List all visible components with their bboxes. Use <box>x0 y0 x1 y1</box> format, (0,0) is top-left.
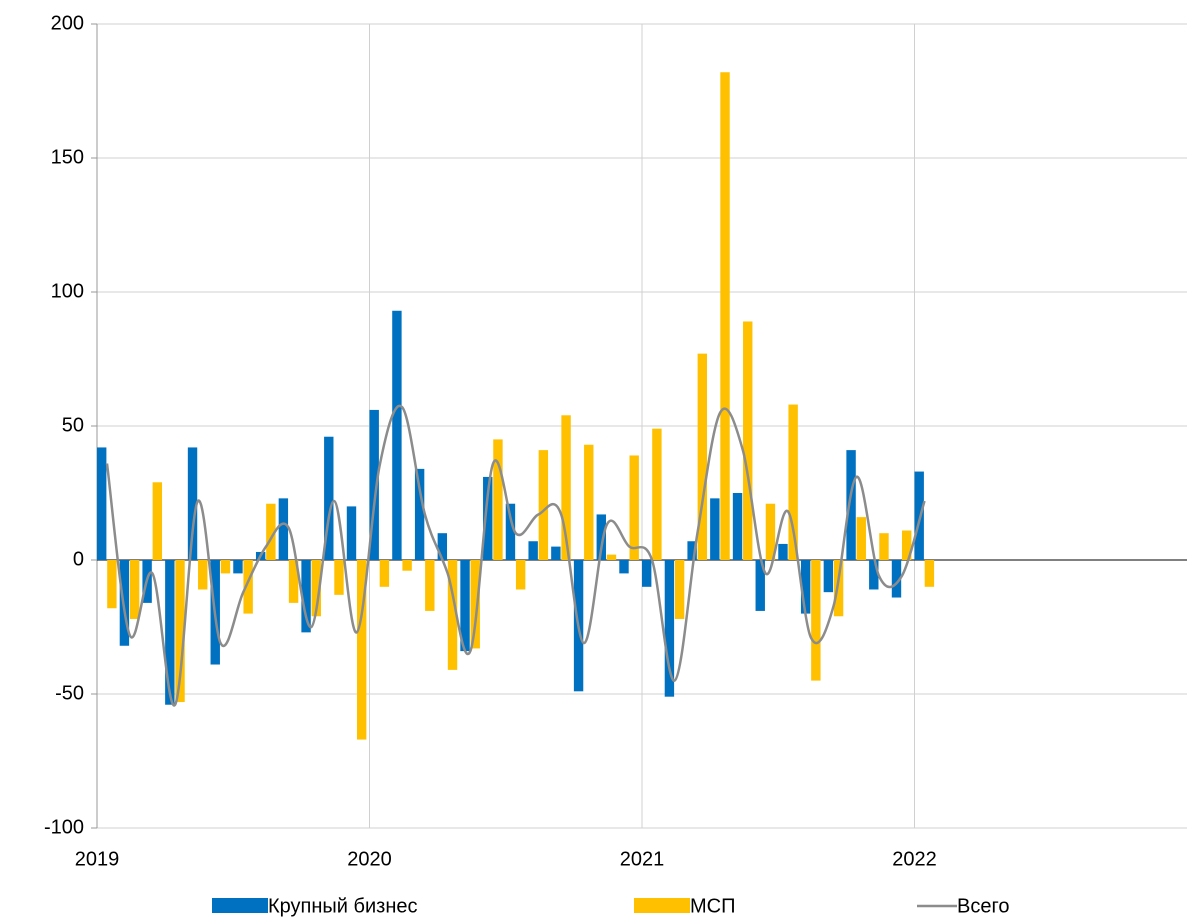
bar <box>165 560 175 705</box>
bar <box>596 514 606 560</box>
bar <box>846 450 856 560</box>
bar <box>233 560 243 574</box>
bar <box>538 450 549 560</box>
bar <box>584 444 594 560</box>
bar <box>152 482 163 560</box>
y-tick-label: 0 <box>73 548 84 570</box>
bar <box>402 560 412 571</box>
y-tick-label: 100 <box>51 280 84 302</box>
bar <box>743 321 753 560</box>
bar <box>97 447 107 560</box>
bar <box>278 498 289 560</box>
bar <box>551 546 561 560</box>
bar <box>720 72 730 561</box>
bar <box>356 560 367 740</box>
legend-swatch <box>212 898 268 913</box>
bar <box>425 560 435 611</box>
bar <box>493 439 503 560</box>
y-tick-label: -100 <box>44 816 84 838</box>
bar <box>823 560 834 593</box>
bar <box>515 560 526 590</box>
bar <box>220 560 231 574</box>
bar <box>652 428 662 560</box>
bar <box>629 455 639 560</box>
bar <box>755 560 765 611</box>
bar <box>687 541 697 560</box>
bar <box>266 503 276 560</box>
bar <box>437 533 448 560</box>
bar <box>606 554 617 560</box>
bar <box>288 560 299 603</box>
bar <box>379 560 390 587</box>
bar <box>674 560 685 619</box>
bar <box>619 560 629 574</box>
bar <box>811 560 821 681</box>
bar <box>914 471 924 560</box>
y-tick-label: 150 <box>51 146 84 168</box>
bar <box>447 560 458 670</box>
bar <box>505 503 516 560</box>
bar <box>198 560 208 590</box>
y-tick-label: -50 <box>55 682 84 704</box>
bar <box>642 560 652 587</box>
bar <box>334 560 344 595</box>
legend-swatch <box>634 898 690 913</box>
bar <box>301 560 311 633</box>
bar <box>697 353 708 560</box>
bar <box>392 310 402 560</box>
bar <box>369 409 379 560</box>
bar <box>924 560 935 587</box>
bar <box>879 533 889 560</box>
bar <box>414 468 425 560</box>
bar <box>901 530 912 560</box>
y-tick-label: 200 <box>51 12 84 34</box>
bar <box>129 560 140 619</box>
bar <box>891 560 902 598</box>
bar <box>460 560 470 652</box>
bar <box>856 517 866 560</box>
bar <box>710 498 720 560</box>
bar <box>833 560 844 617</box>
bar <box>175 560 185 703</box>
bar <box>324 436 334 560</box>
x-tick-label: 2022 <box>892 848 937 870</box>
bar <box>107 560 117 609</box>
bar <box>470 560 480 649</box>
bar <box>765 503 776 560</box>
bar <box>483 476 493 560</box>
x-tick-label: 2021 <box>620 848 665 870</box>
bar <box>788 404 798 560</box>
x-tick-label: 2020 <box>347 848 392 870</box>
bar <box>561 415 571 560</box>
legend-label: Всего <box>957 895 1009 917</box>
x-tick-label: 2019 <box>75 848 120 870</box>
bar <box>243 560 253 614</box>
bar <box>528 541 538 560</box>
bar <box>187 447 198 560</box>
y-tick-label: 50 <box>62 414 84 436</box>
bar <box>732 493 743 560</box>
legend-label: МСП <box>690 895 735 917</box>
bar <box>778 543 788 560</box>
bar <box>800 560 811 614</box>
bar <box>869 560 879 590</box>
total-line <box>105 404 926 707</box>
bar <box>664 560 675 697</box>
bar <box>311 560 321 617</box>
legend-label: Крупный бизнес <box>268 895 418 917</box>
bar <box>346 506 357 560</box>
